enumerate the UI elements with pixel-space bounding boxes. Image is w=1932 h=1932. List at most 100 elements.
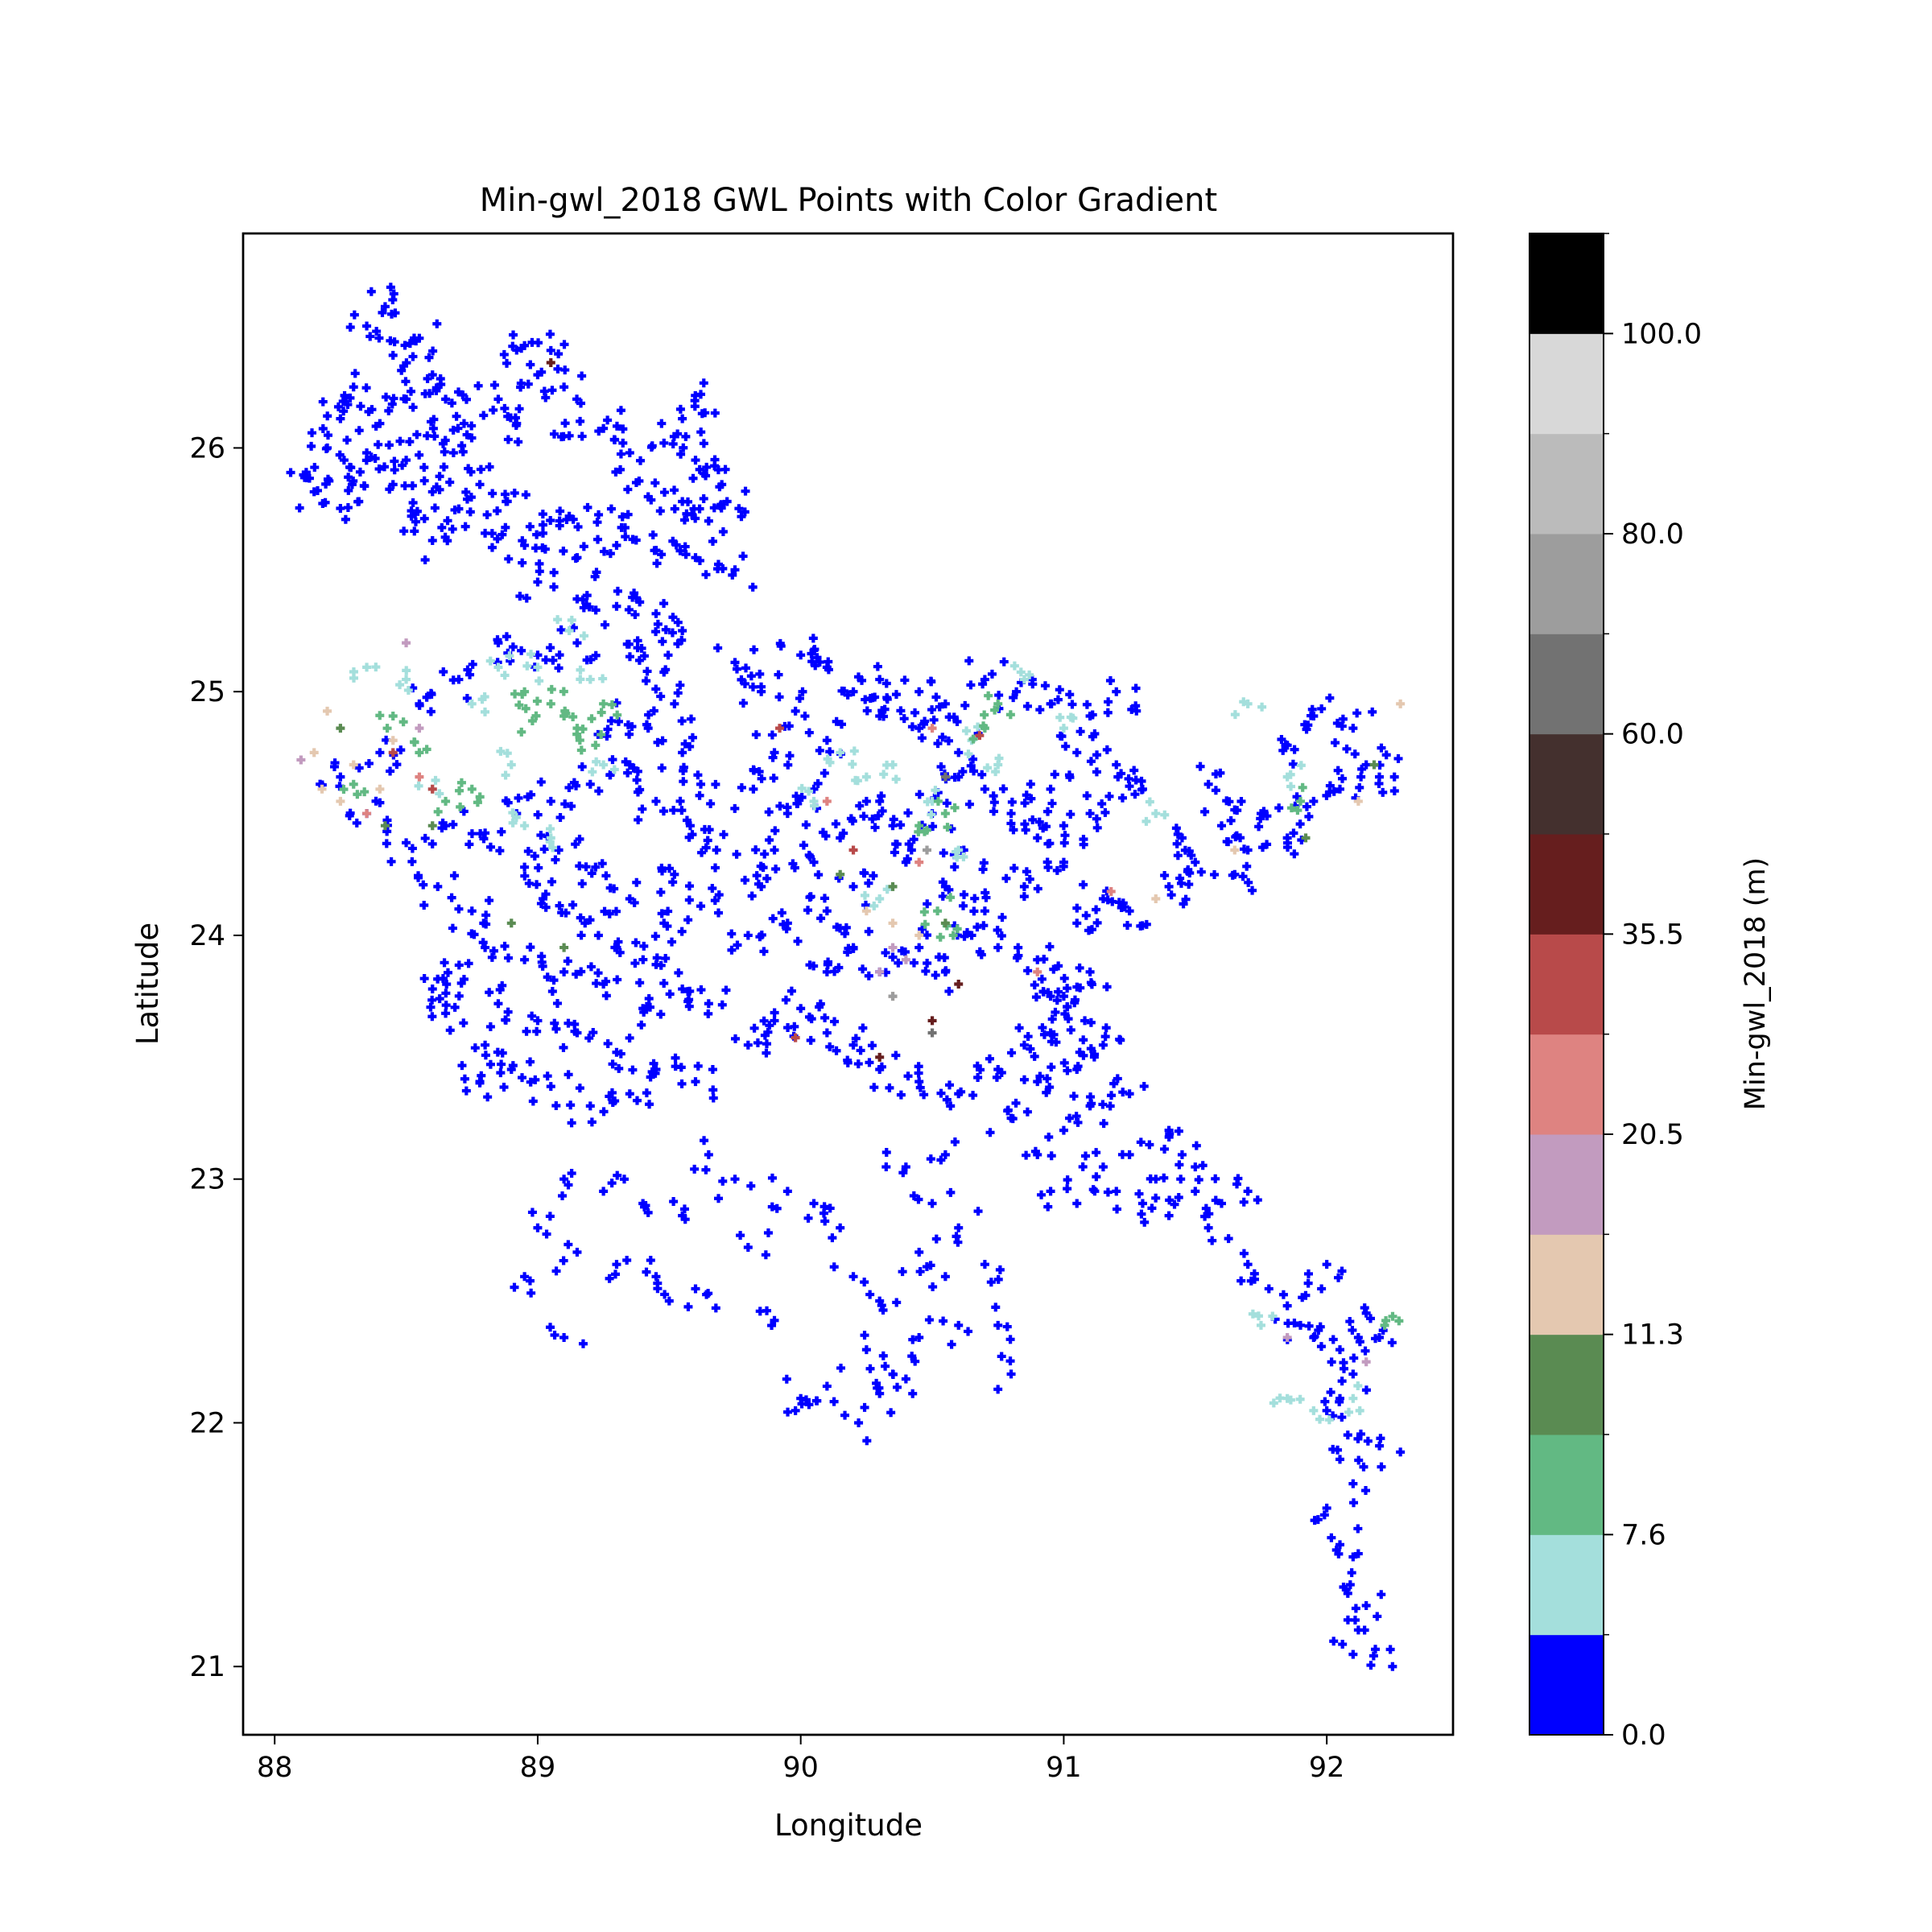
data-point [1137, 1199, 1147, 1208]
data-point [730, 658, 740, 667]
data-point [1086, 1044, 1096, 1054]
data-point [950, 803, 960, 812]
data-point [584, 1034, 594, 1043]
data-point [1043, 1202, 1053, 1212]
data-point [1327, 1533, 1336, 1542]
data-point [536, 777, 546, 786]
data-point [839, 828, 848, 838]
data-point [433, 807, 443, 816]
data-point [605, 770, 615, 779]
data-point [310, 463, 320, 473]
data-point [620, 522, 630, 532]
data-point [501, 1015, 510, 1025]
data-point [587, 714, 597, 724]
data-point [456, 778, 466, 787]
data-point [473, 798, 482, 807]
data-point [473, 381, 483, 390]
data-point [669, 805, 679, 815]
data-point [970, 894, 980, 903]
data-point [542, 1229, 551, 1239]
data-point [1337, 1266, 1347, 1276]
data-point [675, 796, 685, 806]
data-point [397, 365, 407, 375]
data-point [718, 1176, 728, 1186]
data-point [1086, 978, 1096, 988]
data-point [609, 765, 619, 774]
data-point [1275, 1393, 1285, 1403]
data-point [405, 437, 415, 447]
data-point [520, 541, 530, 551]
data-point [441, 1009, 451, 1018]
data-point [487, 952, 497, 962]
data-point [676, 449, 686, 459]
data-point [475, 480, 485, 489]
data-point [646, 443, 656, 452]
data-point [609, 884, 619, 894]
data-point [447, 398, 456, 408]
data-point [1079, 1051, 1088, 1060]
data-point [599, 1107, 609, 1117]
data-point [683, 915, 693, 925]
data-point [815, 1002, 824, 1012]
data-point [623, 510, 633, 519]
data-point [1332, 718, 1342, 728]
data-point [1047, 799, 1057, 808]
data-point [788, 859, 798, 869]
data-point [933, 739, 943, 749]
data-point [1248, 886, 1257, 895]
data-point [501, 522, 510, 532]
data-point [1286, 1395, 1295, 1405]
data-point [554, 349, 564, 359]
data-point [440, 436, 450, 445]
data-point [824, 957, 833, 967]
data-point [1009, 661, 1019, 671]
plot-border [242, 232, 1455, 1736]
data-point [1295, 1394, 1305, 1404]
data-point [1088, 710, 1097, 720]
data-point [493, 1047, 502, 1057]
data-point [591, 605, 601, 615]
data-point [517, 646, 526, 655]
data-point [1264, 1284, 1274, 1294]
data-point [749, 784, 758, 794]
data-point [1164, 1132, 1174, 1141]
data-point [848, 881, 858, 891]
data-point [1059, 861, 1068, 871]
data-point [685, 741, 695, 751]
data-point [699, 439, 708, 448]
data-point [1314, 1326, 1323, 1335]
data-point [388, 350, 398, 360]
data-point [860, 1331, 869, 1340]
data-point [909, 958, 919, 968]
data-point [1322, 1260, 1331, 1269]
data-point [700, 408, 710, 418]
data-point [1085, 967, 1095, 976]
data-point [1319, 1510, 1329, 1520]
data-point [923, 845, 932, 855]
data-point [1022, 1150, 1031, 1160]
data-point [849, 746, 859, 756]
data-point [1375, 1441, 1385, 1451]
data-point [980, 784, 989, 794]
data-point [1211, 786, 1220, 795]
data-point [441, 1001, 451, 1010]
data-point [668, 440, 678, 449]
data-point [920, 919, 930, 929]
data-point [612, 421, 621, 431]
data-point [704, 1150, 713, 1159]
data-point [1081, 910, 1091, 920]
data-point [428, 423, 438, 433]
data-point [302, 473, 312, 483]
data-point [625, 729, 634, 739]
data-point [461, 1086, 471, 1096]
data-point [1151, 809, 1161, 819]
data-point [605, 1274, 614, 1283]
data-point [978, 679, 988, 689]
data-point [1174, 1160, 1184, 1170]
data-point [691, 1284, 700, 1294]
data-point [1035, 705, 1045, 715]
data-point [800, 712, 810, 721]
data-point [598, 674, 608, 683]
data-point [1361, 1357, 1371, 1367]
data-point [782, 924, 791, 934]
